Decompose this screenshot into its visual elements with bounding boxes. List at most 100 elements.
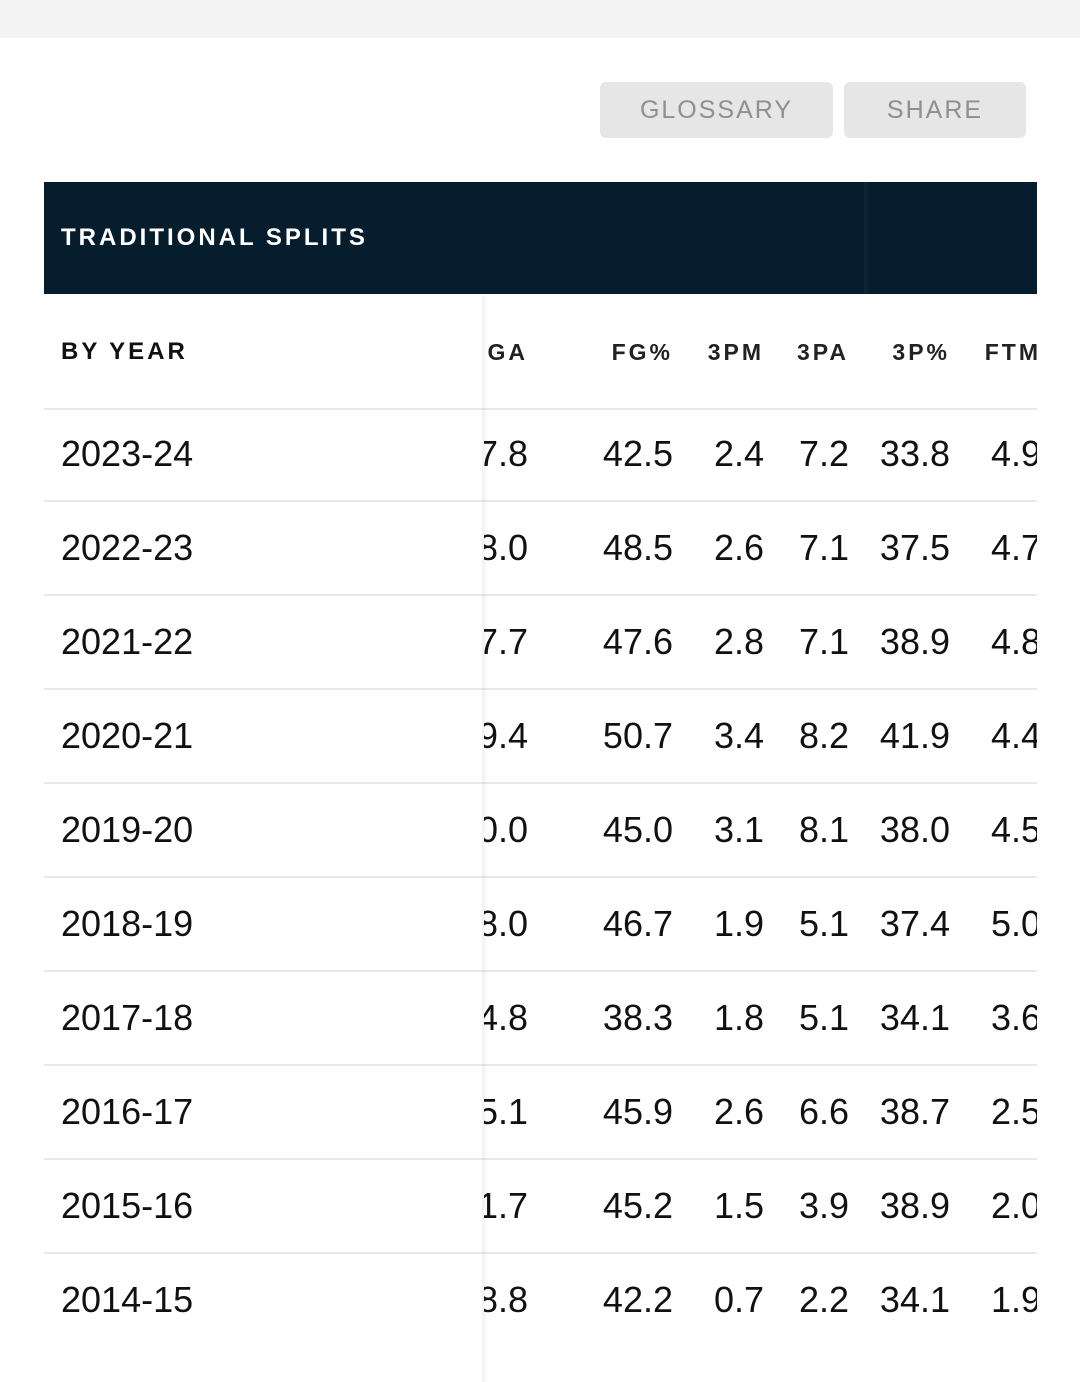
column-header[interactable]: 3PM <box>707 338 764 365</box>
table-row[interactable]: 2022-238.048.52.67.137.54.75 <box>44 502 1037 596</box>
table-row[interactable]: 2019-200.045.03.18.138.04.55 <box>44 784 1037 878</box>
table-row[interactable]: 2021-227.747.62.87.138.94.85 <box>44 596 1037 690</box>
row-stats-scroll: 7.747.62.87.138.94.85 <box>484 596 1037 688</box>
season-year: 2014-15 <box>61 1279 194 1320</box>
stat-cell: 34.1 <box>879 997 950 1038</box>
stat-cell: 7.8 <box>484 433 528 474</box>
stat-cell: 37.5 <box>879 527 950 568</box>
column-header[interactable]: FGA <box>484 338 528 365</box>
stat-cell: 2.6 <box>713 1091 764 1132</box>
stat-cell: 37.4 <box>879 903 950 944</box>
column-headers-scroll[interactable]: FGA FG% 3PM 3PA 3P% FTM F <box>484 296 1037 408</box>
stat-cell: 2.2 <box>798 1279 849 1320</box>
stat-cell: 4.8 <box>990 621 1037 662</box>
stat-cell: 38.3 <box>602 997 673 1038</box>
stat-cell: 2.6 <box>713 527 764 568</box>
season-year: 2021-22 <box>61 621 194 662</box>
row-stats-scroll: 7.842.52.47.233.84.95 <box>484 408 1037 500</box>
stat-cell: 1.9 <box>990 1279 1037 1320</box>
table-row[interactable]: 2023-247.842.52.47.233.84.95 <box>44 408 1037 502</box>
stat-cell: 50.7 <box>602 715 673 756</box>
stat-cell: 0.7 <box>713 1279 764 1320</box>
column-header[interactable]: FG% <box>611 338 673 365</box>
stat-cell: 3.9 <box>798 1185 849 1226</box>
season-year: 2017-18 <box>61 997 194 1038</box>
stat-cell: 7.7 <box>484 621 528 662</box>
stat-cell: 3.4 <box>713 715 764 756</box>
stat-cell: 1.8 <box>713 997 764 1038</box>
stat-cell: 8.0 <box>484 903 528 944</box>
column-header[interactable]: 3P% <box>892 338 950 365</box>
row-stats-scroll: 4.838.31.85.134.13.64 <box>484 972 1037 1064</box>
top-bar <box>0 0 1080 38</box>
share-button[interactable]: SHARE <box>844 82 1026 138</box>
stat-cell: 41.9 <box>879 715 950 756</box>
stat-cell: 7.1 <box>798 621 849 662</box>
stat-cell: 2.8 <box>713 621 764 662</box>
stat-cell: 7.2 <box>798 433 849 474</box>
row-stats-scroll: 8.048.52.67.137.54.75 <box>484 502 1037 594</box>
season-year: 2018-19 <box>61 903 194 944</box>
stat-cell: 4.9 <box>990 433 1037 474</box>
table-row[interactable]: 2020-219.450.73.48.241.94.45 <box>44 690 1037 784</box>
stat-cell: 8.8 <box>484 1279 528 1320</box>
stat-cell: 5.0 <box>990 903 1037 944</box>
row-stats-scroll: 1.745.21.53.938.92.02 <box>484 1160 1037 1252</box>
stat-cell: 3.6 <box>990 997 1037 1038</box>
stat-cell: 8.1 <box>798 809 849 850</box>
stat-cell: 48.5 <box>602 527 673 568</box>
glossary-button[interactable]: GLOSSARY <box>600 82 833 138</box>
table-title: TRADITIONAL SPLITS <box>61 224 368 251</box>
row-stats-scroll: 8.842.20.72.234.11.92 <box>484 1254 1037 1346</box>
stat-cell: 9.4 <box>484 715 528 756</box>
stat-cell: 38.7 <box>879 1091 950 1132</box>
stat-cell: 4.5 <box>990 809 1037 850</box>
stat-cell: 38.9 <box>879 1185 950 1226</box>
stat-cell: 45.0 <box>602 809 673 850</box>
sticky-column-shadow <box>482 296 488 1382</box>
stat-cell: 4.8 <box>484 997 528 1038</box>
stat-cell: 47.6 <box>602 621 673 662</box>
column-header[interactable]: FTM <box>984 338 1037 365</box>
table-row[interactable]: 2017-184.838.31.85.134.13.64 <box>44 972 1037 1066</box>
stat-cell: 8.0 <box>484 527 528 568</box>
row-header-label: BY YEAR <box>61 338 188 365</box>
stat-cell: 46.7 <box>602 903 673 944</box>
stat-cell: 38.0 <box>879 809 950 850</box>
table-row[interactable]: 2014-158.842.20.72.234.11.92 <box>44 1254 1037 1346</box>
season-year: 2019-20 <box>61 809 194 850</box>
stat-cell: 42.2 <box>602 1279 673 1320</box>
stat-cell: 45.2 <box>602 1185 673 1226</box>
stat-cell: 34.1 <box>879 1279 950 1320</box>
stat-cell: 2.5 <box>990 1091 1037 1132</box>
stat-cell: 5.1 <box>798 997 849 1038</box>
season-year: 2015-16 <box>61 1185 194 1226</box>
stat-cell: 38.9 <box>879 621 950 662</box>
table-row[interactable]: 2015-161.745.21.53.938.92.02 <box>44 1160 1037 1254</box>
stat-cell: 33.8 <box>879 433 950 474</box>
stat-cell: 1.5 <box>713 1185 764 1226</box>
season-year: 2020-21 <box>61 715 194 756</box>
stat-cell: 45.9 <box>602 1091 673 1132</box>
table-title-bar: TRADITIONAL SPLITS <box>44 182 1037 294</box>
stats-table[interactable]: BY YEAR FGA FG% 3PM 3PA 3P% FTM F 2023-2… <box>44 296 1037 1382</box>
table-row[interactable]: 2018-198.046.71.95.137.45.06 <box>44 878 1037 972</box>
stat-cell: 1.7 <box>484 1185 528 1226</box>
table-row[interactable]: 2016-175.145.92.66.638.72.53 <box>44 1066 1037 1160</box>
stat-cell: 5.1 <box>484 1091 528 1132</box>
stat-cell: 7.1 <box>798 527 849 568</box>
stat-cell: 8.2 <box>798 715 849 756</box>
stat-cell: 1.9 <box>713 903 764 944</box>
row-stats-scroll: 8.046.71.95.137.45.06 <box>484 878 1037 970</box>
column-header-row: BY YEAR FGA FG% 3PM 3PA 3P% FTM F <box>44 296 1037 410</box>
stat-cell: 4.4 <box>990 715 1037 756</box>
stat-cell: 3.1 <box>713 809 764 850</box>
column-header[interactable]: 3PA <box>796 338 849 365</box>
season-year: 2022-23 <box>61 527 194 568</box>
stat-cell: 5.1 <box>798 903 849 944</box>
row-stats-scroll: 9.450.73.48.241.94.45 <box>484 690 1037 782</box>
stat-cell: 0.0 <box>484 809 528 850</box>
header-divider <box>864 182 868 294</box>
season-year: 2016-17 <box>61 1091 194 1132</box>
season-year: 2023-24 <box>61 433 194 474</box>
